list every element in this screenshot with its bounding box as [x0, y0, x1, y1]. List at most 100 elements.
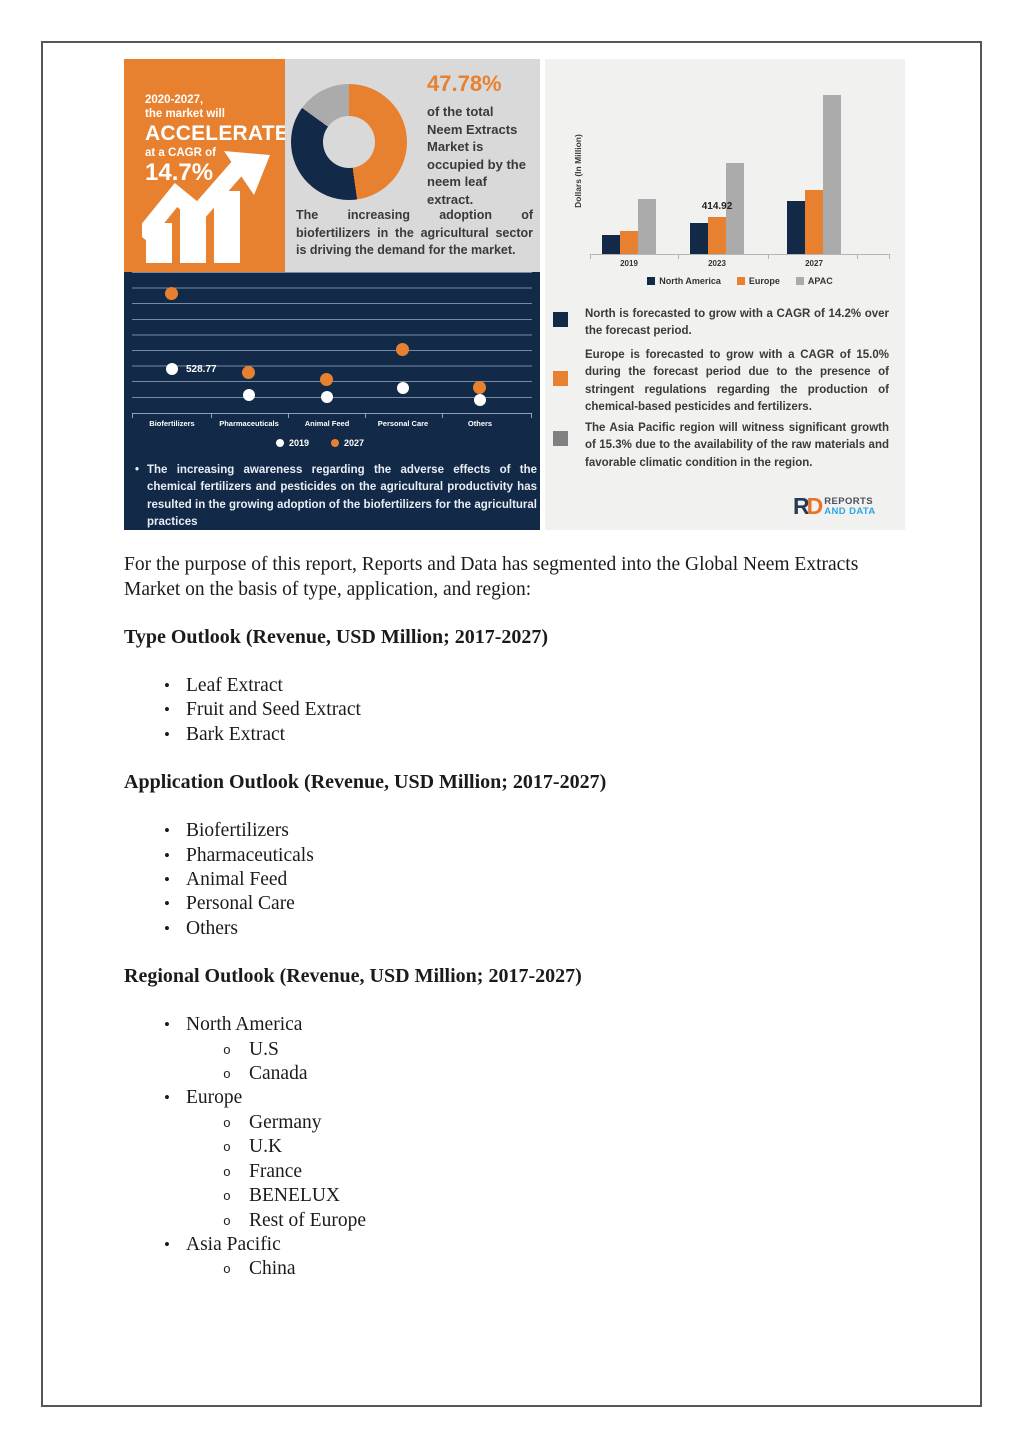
bar-xtick-2023: 2023 — [708, 259, 726, 268]
dotplot-category-others: Others — [467, 419, 493, 428]
list-subitem: U.K — [124, 1135, 869, 1161]
list-item: Leaf Extract — [124, 674, 869, 699]
bar-xtick-2027: 2027 — [805, 259, 823, 268]
dot-2027-others — [473, 380, 486, 394]
dotplot-category-biofertilizers: Biofertilizers — [149, 419, 195, 428]
dotplot-category-personal-care: Personal Care — [377, 419, 429, 428]
application-outlook-heading: Application Outlook (Revenue, USD Millio… — [124, 771, 607, 794]
list-item: Asia Pacific — [124, 1233, 869, 1258]
list-item: Personal Care — [124, 892, 869, 917]
bar-apac-2023 — [726, 163, 744, 254]
list-subitem: Rest of Europe — [124, 1209, 869, 1235]
list-item: Bark Extract — [124, 723, 869, 748]
legend-north-america: North America — [647, 276, 721, 286]
north-america-note: North is forecasted to grow with a CAGR … — [585, 308, 889, 338]
dotplot-axis-tick — [288, 413, 289, 418]
bar-europe-2019 — [620, 231, 638, 254]
list-item: North America — [124, 1013, 869, 1038]
list-subitem: Canada — [124, 1062, 869, 1088]
cagr-panel: 2020-2027, the market will ACCELERATE at… — [124, 59, 285, 272]
europe-note-swatch-icon — [553, 371, 568, 386]
regional-bar-panel: Dollars (In Million) 414.92 2019 202 — [545, 59, 905, 530]
leaf-extract-share-caption: of the total Neem Extracts Market is occ… — [427, 104, 526, 207]
chemical-fertilizer-awareness-note: The increasing awareness regarding the a… — [133, 462, 537, 531]
report-body-text: For the purpose of this report, Reports … — [124, 553, 869, 1283]
bar-xtick-2019: 2019 — [620, 259, 638, 268]
reports-and-data-logo: RD REPORTS AND DATA — [793, 493, 876, 520]
regional-outlook-heading: Regional Outlook (Revenue, USD Million; … — [124, 965, 582, 988]
bar-north-america-2019 — [602, 235, 620, 254]
apac-swatch-icon — [795, 277, 804, 285]
list-item: Others — [124, 917, 869, 942]
bar-europe-2023 — [708, 217, 726, 254]
dotplot-axis-tick — [365, 413, 366, 418]
dot-2027-pharmaceuticals — [242, 365, 255, 379]
bar-north-america-2023 — [690, 223, 708, 254]
dotplot-legend-2027: 2027 — [331, 438, 364, 448]
dot-2027-biofertilizers — [165, 286, 178, 300]
legend-2019-dot-icon — [276, 439, 284, 447]
donut-panel: 47.78% of the total Neem Extracts Market… — [285, 59, 540, 272]
cagr-text: 2020-2027, the market will ACCELERATE at… — [145, 93, 285, 187]
legend-apac: APAC — [795, 276, 833, 286]
dotplot-axis-tick — [132, 413, 133, 418]
legend-europe-label: Europe — [748, 276, 780, 286]
dot-2019-pharmaceuticals — [243, 389, 255, 401]
segmentation-intro-paragraph: For the purpose of this report, Reports … — [124, 554, 859, 600]
dotplot-axis-tick — [531, 413, 532, 418]
cagr-line4: at a CAGR of — [145, 146, 216, 159]
dot-2027-animal-feed — [320, 372, 333, 386]
legend-apac-label: APAC — [807, 276, 833, 286]
dotplot-category-animal-feed: Animal Feed — [304, 419, 350, 428]
dot-2019-animal-feed — [321, 391, 333, 403]
logo-line2: AND DATA — [824, 505, 876, 517]
cagr-value: 14.7% — [145, 159, 214, 187]
list-item: Pharmaceuticals — [124, 844, 869, 869]
dotplot-legend: 2019 2027 — [124, 438, 540, 452]
application-dot-plot: 528.77 — [124, 272, 540, 418]
type-outlook-heading: Type Outlook (Revenue, USD Million; 2017… — [124, 626, 549, 648]
europe-note: Europe is forecasted to grow with a CAGR… — [585, 349, 889, 413]
list-subitem: France — [124, 1160, 869, 1186]
list-subitem: Germany — [124, 1111, 869, 1137]
biofertilizer-adoption-note: The increasing adoption of biofertilizer… — [296, 208, 533, 257]
dotplot-legend-2019: 2019 — [276, 438, 309, 448]
legend-europe: Europe — [736, 276, 780, 286]
bar-axis-tick — [889, 254, 890, 259]
list-item: Biofertilizers — [124, 819, 869, 844]
dotplot-x-axis — [132, 413, 532, 414]
bar-axis-tick — [768, 254, 769, 259]
apac-note: The Asia Pacific region will witness sig… — [585, 422, 889, 469]
regional-bar-chart: 414.92 — [590, 85, 890, 259]
bar-axis-tick — [857, 254, 858, 259]
bar-chart-y-axis-label: Dollars (In Million) — [573, 134, 583, 208]
donut-hole — [323, 116, 375, 168]
dotplot-axis-tick — [442, 413, 443, 418]
regional-outlook-list: North America U.S Canada Europe Germany … — [124, 1013, 869, 1283]
biofertilizers-2019-value-label: 528.77 — [186, 364, 217, 375]
type-outlook-list: Leaf Extract Fruit and Seed Extract Bark… — [124, 674, 869, 748]
cagr-line2: the market will — [145, 108, 225, 121]
bar-apac-2019 — [638, 199, 656, 254]
list-item: Animal Feed — [124, 868, 869, 893]
legend-2027-dot-icon — [331, 439, 339, 447]
dot-2019-others — [474, 394, 486, 406]
neem-market-infographic: 2020-2027, the market will ACCELERATE at… — [124, 59, 905, 530]
dot-2027-personal-care — [396, 342, 409, 356]
dotplot-legend-2027-label: 2027 — [344, 438, 365, 448]
dotplot-category-pharmaceuticals: Pharmaceuticals — [219, 419, 279, 428]
application-dotplot-panel: 528.77 Biofertilizers Pharmaceuticals An… — [124, 272, 540, 530]
bar-axis-tick — [590, 254, 591, 259]
bar-apac-2027 — [823, 95, 841, 254]
logo-mark-icon: RD — [793, 493, 823, 519]
list-item: Europe — [124, 1086, 869, 1111]
application-outlook-list: Biofertilizers Pharmaceuticals Animal Fe… — [124, 819, 869, 941]
list-subitem: BENELUX — [124, 1184, 869, 1210]
north-america-note-swatch-icon — [553, 312, 568, 327]
list-subitem: U.S — [124, 1038, 869, 1064]
bar-europe-2027 — [805, 190, 823, 254]
growth-arrow-bars-icon — [142, 151, 270, 263]
bar-axis-tick — [678, 254, 679, 259]
bar-north-america-2027 — [787, 201, 805, 254]
